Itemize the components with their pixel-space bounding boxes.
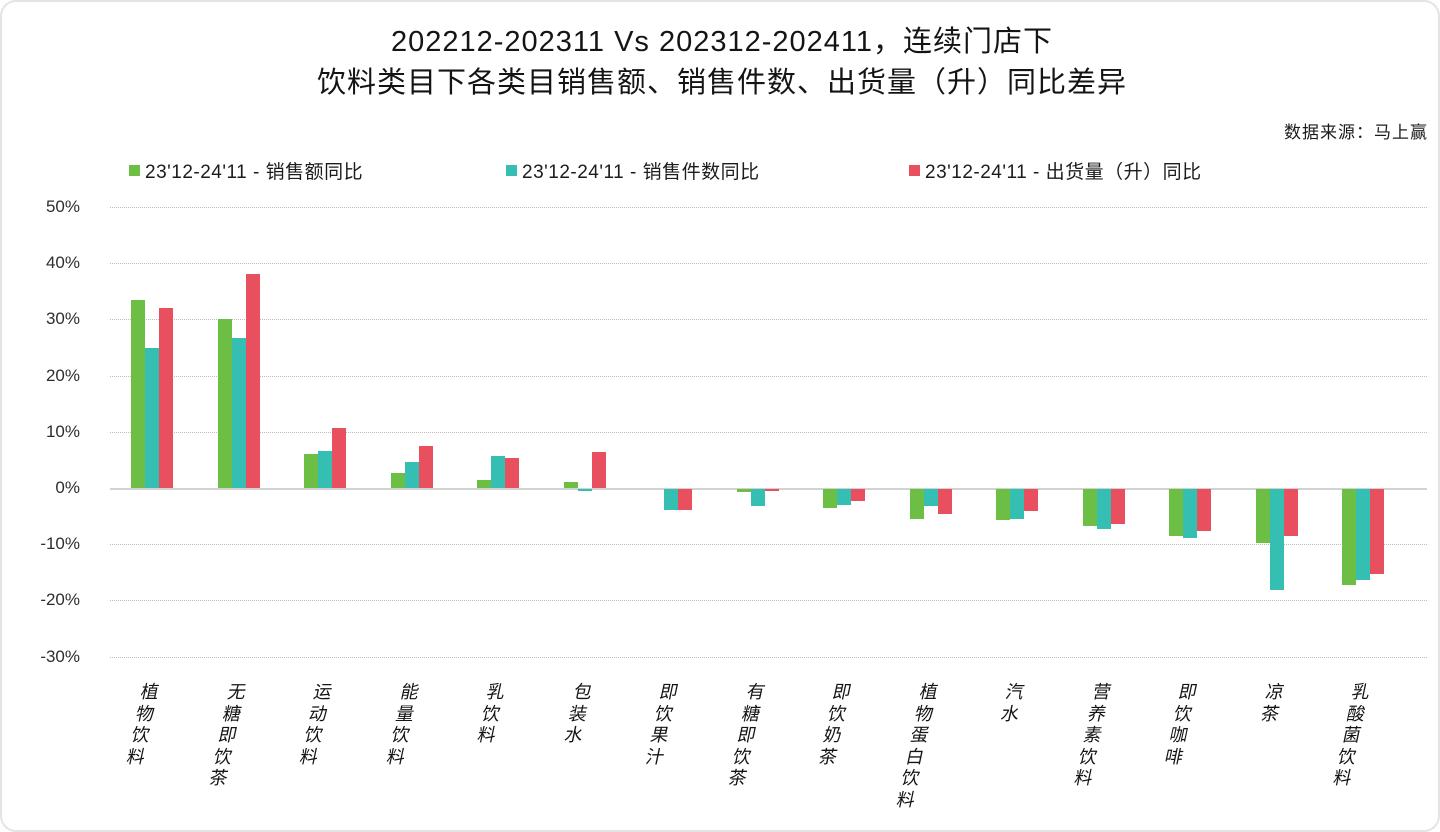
bar-无糖即饮茶-series1 — [231, 337, 246, 488]
x-axis-label-乳饮料: 乳 饮 料 — [475, 682, 507, 745]
bar-植物蛋白饮料-series2 — [937, 489, 952, 514]
y-axis-label: 20% — [45, 365, 80, 385]
bar-运动饮料-series1 — [318, 451, 332, 488]
legend-item-2: 23'12-24'11 - 出货量（升）同比 — [909, 159, 1202, 183]
data-source-label: 数据来源：马上赢 — [1284, 123, 1428, 142]
x-axis-label-乳酸菌饮料: 乳 酸 菌 饮 料 — [1331, 682, 1372, 788]
gridline — [110, 600, 1427, 602]
bar-有糖即饮茶-series2 — [764, 489, 779, 492]
y-axis-label: -30% — [40, 646, 80, 666]
legend-item-0: 23'12-24'11 - 销售额同比 — [129, 159, 364, 183]
bar-植物饮料-series1 — [145, 347, 159, 488]
bar-即饮果汁-series1 — [664, 489, 678, 510]
legend-label: 23'12-24'11 - 出货量（升）同比 — [925, 161, 1202, 183]
bar-即饮咖啡-series1 — [1183, 489, 1197, 538]
bar-凉茶-series2 — [1283, 489, 1298, 536]
legend-label: 23'12-24'11 - 销售件数同比 — [522, 161, 760, 183]
x-axis-label-即饮奶茶: 即 饮 奶 茶 — [817, 682, 853, 767]
chart-title: 202212-202311 Vs 202312-202411，连续门店下 饮料类… — [2, 22, 1438, 104]
bar-无糖即饮茶-series0 — [217, 319, 232, 488]
x-axis-label-有糖即饮茶: 有 糖 即 饮 茶 — [725, 682, 767, 788]
y-axis-label: 0% — [55, 478, 80, 497]
bar-即饮奶茶-series0 — [823, 489, 837, 509]
y-axis-label: 40% — [45, 253, 80, 273]
bar-乳酸菌饮料-series2 — [1370, 489, 1384, 575]
bar-包装水-series1 — [577, 489, 592, 492]
bar-乳酸菌饮料-series0 — [1342, 489, 1356, 586]
bar-运动饮料-series2 — [332, 427, 346, 488]
y-axis-label: -10% — [40, 534, 80, 554]
y-axis-label: 30% — [45, 309, 80, 329]
bar-植物饮料-series2 — [159, 308, 173, 488]
bar-乳饮料-series1 — [491, 455, 505, 488]
bar-能量饮料-series2 — [418, 446, 433, 488]
bar-植物蛋白饮料-series0 — [909, 489, 924, 519]
bar-汽水-series1 — [1010, 489, 1024, 520]
gridline — [110, 263, 1427, 265]
x-axis-label-能量饮料: 能 量 饮 料 — [384, 682, 421, 767]
x-axis-label-营养素饮料: 营 养 素 饮 料 — [1071, 682, 1113, 788]
bar-植物蛋白饮料-series1 — [923, 489, 938, 506]
bar-即饮咖啡-series0 — [1169, 489, 1183, 536]
bar-凉茶-series0 — [1255, 489, 1270, 543]
bar-乳酸菌饮料-series1 — [1356, 489, 1370, 581]
bar-即饮奶茶-series2 — [851, 489, 865, 501]
y-axis-label: -20% — [40, 590, 80, 610]
bar-营养素饮料-series0 — [1082, 489, 1097, 526]
bar-能量饮料-series0 — [390, 472, 405, 488]
x-axis-label-包装水: 包 装 水 — [562, 682, 594, 745]
x-axis-label-即饮咖啡: 即 饮 咖 啡 — [1163, 682, 1199, 767]
bar-乳饮料-series0 — [477, 480, 491, 488]
bar-有糖即饮茶-series1 — [750, 489, 765, 507]
bar-运动饮料-series0 — [304, 454, 318, 488]
gridline — [110, 656, 1427, 658]
bar-包装水-series2 — [591, 452, 606, 488]
legend-swatch-icon — [506, 164, 517, 176]
bar-乳饮料-series2 — [505, 457, 519, 488]
x-axis-label-植物蛋白饮料: 植 物 蛋 白 饮 料 — [894, 682, 940, 810]
gridline — [110, 431, 1427, 433]
x-axis-label-无糖即饮茶: 无 糖 即 饮 茶 — [206, 682, 248, 788]
bar-汽水-series0 — [996, 489, 1010, 521]
bar-营养素饮料-series2 — [1110, 489, 1125, 525]
bar-汽水-series2 — [1024, 489, 1038, 511]
gridline — [110, 375, 1427, 377]
gridline — [110, 319, 1427, 321]
chart-title-line1: 202212-202311 Vs 202312-202411，连续门店下 — [390, 26, 1054, 58]
y-axis-label: 50% — [45, 197, 80, 216]
x-axis-label-即饮果汁: 即 饮 果 汁 — [644, 682, 680, 767]
bar-凉茶-series1 — [1269, 489, 1284, 591]
legend-swatch-icon — [129, 164, 140, 176]
gridline — [110, 207, 1427, 208]
bar-即饮咖啡-series2 — [1197, 489, 1211, 531]
bar-营养素饮料-series1 — [1096, 489, 1111, 529]
y-axis-label: 10% — [45, 421, 80, 441]
legend-item-1: 23'12-24'11 - 销售件数同比 — [506, 159, 760, 183]
chart-title-line2: 饮料类目下各类目销售额、销售件数、出货量（升）同比差异 — [316, 67, 1127, 99]
gridline — [110, 544, 1427, 546]
bar-包装水-series0 — [563, 481, 578, 488]
bar-无糖即饮茶-series2 — [245, 274, 260, 488]
x-axis-label-植物饮料: 植 物 饮 料 — [125, 682, 161, 767]
legend-label: 23'12-24'11 - 销售额同比 — [145, 161, 364, 183]
x-axis-label-汽水: 汽 水 — [999, 682, 1026, 724]
bar-能量饮料-series1 — [404, 461, 419, 488]
x-axis-label-凉茶: 凉 茶 — [1258, 682, 1286, 724]
bar-即饮奶茶-series1 — [837, 489, 851, 506]
bar-有糖即饮茶-series0 — [736, 489, 751, 493]
bar-植物饮料-series0 — [131, 299, 145, 488]
bar-即饮果汁-series2 — [678, 489, 692, 510]
x-axis-label-运动饮料: 运 动 饮 料 — [298, 682, 334, 767]
legend-swatch-icon — [909, 164, 920, 176]
